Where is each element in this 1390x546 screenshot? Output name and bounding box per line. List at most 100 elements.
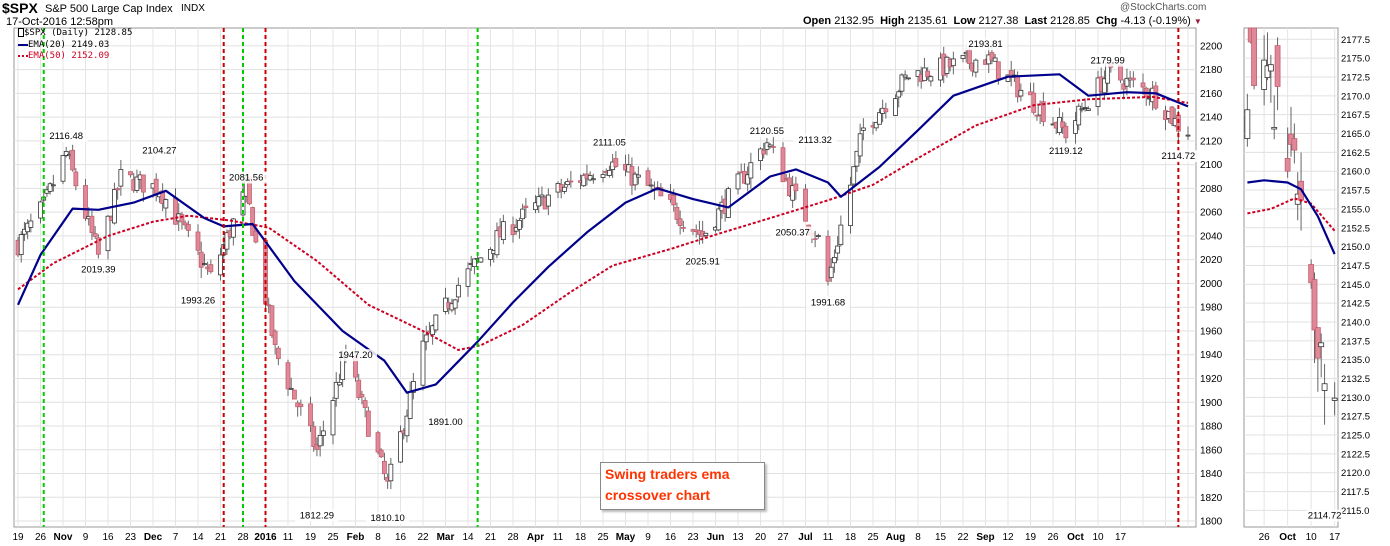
price-annotation: 2116.48 [49, 131, 83, 142]
x-tick-label: 17 [1115, 532, 1127, 543]
annotation-bg [793, 133, 837, 146]
price-annotation: 2104.27 [142, 146, 176, 157]
side-y-tick-label: 2162.5 [1341, 148, 1370, 159]
candle-body [224, 232, 230, 250]
side-x-tick-label: 10 [1306, 532, 1318, 543]
side-y-tick-label: 2115.0 [1341, 506, 1369, 517]
annotation-bg [1086, 54, 1130, 67]
candle-body [89, 215, 95, 233]
side-candle-body [1308, 264, 1315, 284]
side-annotation-bg [1306, 509, 1343, 522]
side-candle-body [1321, 383, 1328, 391]
annotation-bg [806, 296, 850, 309]
candle-body [790, 185, 796, 201]
change-value: -4.13 (-0.19%) [1120, 15, 1191, 27]
price-annotation: 1947.20 [338, 350, 372, 361]
side-y-tick-label: 2137.5 [1341, 336, 1370, 347]
x-tick-label: 25 [327, 532, 339, 543]
side-y-tick-label: 2132.5 [1341, 374, 1370, 385]
x-tick-label: 25 [597, 532, 609, 543]
candle-body [613, 158, 619, 167]
candle-body [1185, 134, 1191, 137]
x-tick-label: 11 [823, 532, 834, 543]
side-x-tick-label: Oct [1279, 532, 1296, 543]
candle-body [269, 305, 275, 336]
candle-body [851, 166, 857, 185]
candle-body [266, 304, 272, 307]
candle-body [828, 266, 834, 279]
main-plot-area [13, 27, 1197, 528]
candle-body [1085, 108, 1091, 111]
candle-body [973, 59, 979, 73]
candle-body [298, 403, 304, 408]
candle-body [703, 232, 709, 236]
candle-body [793, 183, 799, 192]
candle-body [337, 381, 342, 386]
candle-body [992, 57, 998, 62]
candle-body [134, 176, 140, 191]
side-y-tick-label: 2150.0 [1341, 242, 1370, 253]
high-value: 2135.61 [907, 15, 948, 27]
candle-body [989, 52, 995, 61]
side-y-tick-label: 2165.0 [1341, 129, 1370, 140]
y-tick-label: 1860 [1200, 445, 1223, 456]
legend-price: $SPX (Daily) 2128.85 [18, 28, 132, 38]
x-tick-label: Oct [1067, 532, 1084, 543]
annotation-bg [76, 263, 120, 276]
candle-body [1076, 105, 1082, 126]
side-candle-body [1318, 342, 1325, 348]
candle-body [179, 214, 185, 223]
candle-body [925, 70, 931, 77]
candle-body [607, 169, 612, 176]
annotation-line-1: Swing traders ema [605, 466, 730, 482]
candle-body [362, 400, 368, 408]
candle-body [896, 91, 902, 98]
candle-body [18, 234, 24, 256]
x-tick-label: 13 [732, 532, 744, 543]
candle-body [635, 174, 641, 178]
candle-body [725, 188, 731, 218]
candle-body [905, 77, 911, 80]
candle-body [671, 194, 677, 206]
candle-body [568, 180, 574, 183]
x-tick-label: 8 [375, 532, 381, 543]
side-y-tick-label: 2157.5 [1341, 186, 1370, 197]
open-value: 2132.95 [834, 15, 874, 27]
candle-body [1169, 106, 1175, 124]
candle-body [883, 108, 889, 113]
candle-body [320, 430, 326, 436]
candle-body [359, 394, 365, 398]
candle-body [500, 221, 506, 241]
x-tick-label: 19 [1025, 532, 1037, 543]
candle-body [1095, 77, 1101, 108]
candle-body [140, 174, 146, 193]
side-y-tick-label: 2155.0 [1341, 204, 1370, 215]
x-tick-label: 23 [125, 532, 137, 543]
candle-body [308, 403, 313, 427]
annotation-bg [587, 136, 632, 149]
candle-body [407, 391, 413, 419]
x-tick-label: 8 [915, 532, 921, 543]
candle-body [581, 174, 587, 187]
candle-body [404, 415, 410, 437]
candle-body [848, 184, 853, 227]
candle-body [539, 194, 545, 198]
candle-body [770, 146, 776, 148]
side-y-tick-label: 2175.0 [1341, 54, 1370, 65]
y-tick-label: 1980 [1200, 303, 1223, 314]
x-tick-label: 26 [35, 532, 47, 543]
candle-body [365, 410, 371, 437]
annotation-bg [366, 512, 410, 525]
candle-body [105, 215, 111, 252]
candle-body [960, 54, 966, 59]
candle-body [382, 460, 387, 475]
candle-body [899, 74, 905, 92]
x-tick-label: 18 [845, 532, 857, 543]
candle-body [735, 173, 741, 190]
candle-body [1060, 121, 1066, 128]
candle-body [536, 196, 542, 207]
candle-body [356, 379, 362, 398]
x-tick-label: 9 [645, 532, 651, 543]
x-tick-label: Feb [347, 532, 365, 543]
